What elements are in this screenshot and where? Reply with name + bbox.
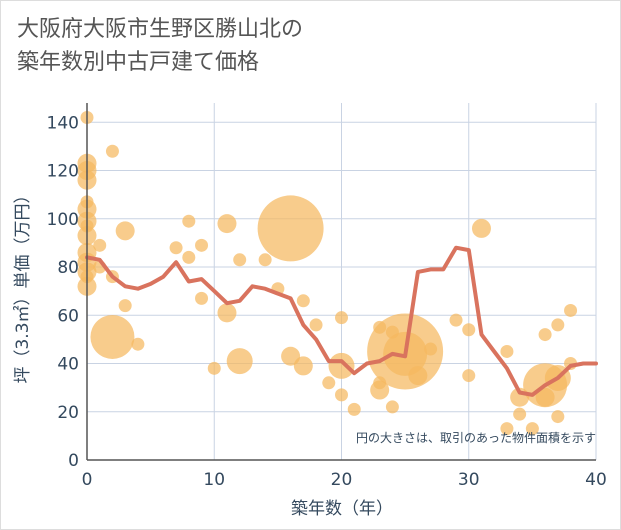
bubble-point xyxy=(424,342,438,356)
bubble-point xyxy=(370,380,390,400)
tick-labels: 0 20 40 60 80 100 120 140 0 10 20 30 40 xyxy=(47,113,607,490)
bubble-series xyxy=(77,110,578,436)
axes xyxy=(86,103,596,461)
bubble-point xyxy=(195,291,209,305)
chart-title-line1: 大阪府大阪市生野区勝山北の xyxy=(17,17,304,42)
y-tick-label: 100 xyxy=(47,210,79,230)
bubble-point xyxy=(538,328,552,342)
trend-line xyxy=(85,245,598,397)
y-tick-label: 0 xyxy=(68,451,79,471)
x-tick-label: 0 xyxy=(82,470,93,490)
bubble-point xyxy=(471,218,491,238)
bubble-point xyxy=(408,366,428,386)
x-tick-label: 20 xyxy=(331,470,353,490)
bubble-point xyxy=(525,422,539,436)
bubble-point xyxy=(335,311,348,325)
bubble-point xyxy=(564,303,578,317)
bubble-point xyxy=(182,250,196,264)
bubble-point xyxy=(385,400,399,414)
x-tick-label: 30 xyxy=(458,470,480,490)
bubble-point xyxy=(169,241,183,255)
bubble-point xyxy=(115,221,135,241)
bubble-point xyxy=(105,144,119,158)
bubble-point xyxy=(182,214,196,228)
bubble-point xyxy=(551,318,565,332)
bubble-point xyxy=(118,299,132,313)
bubble-point xyxy=(449,313,463,327)
chart-title-line2: 築年数別中古戸建て価格 xyxy=(17,50,260,75)
x-axis-label: 築年数（年） xyxy=(291,499,393,519)
bubble-point xyxy=(500,422,514,436)
bubble-point xyxy=(309,318,323,332)
bubble-point xyxy=(500,344,514,358)
bubble-point xyxy=(462,369,476,383)
bubble-point xyxy=(347,402,361,416)
y-tick-label: 60 xyxy=(57,306,79,326)
y-tick-label: 80 xyxy=(57,258,79,278)
bubble-point xyxy=(322,376,336,390)
bubble-point xyxy=(131,337,145,351)
bubble-point xyxy=(535,387,555,407)
x-tick-label: 40 xyxy=(585,470,607,490)
y-tick-label: 120 xyxy=(47,162,79,182)
bubble-size-note: 円の大きさは、取引のあった物件面積を示す xyxy=(356,430,596,445)
y-tick-label: 40 xyxy=(57,355,79,375)
bubble-point xyxy=(257,195,324,262)
bubble-point xyxy=(233,253,247,267)
chart-title: 大阪府大阪市生野区勝山北の 築年数別中古戸建て価格 xyxy=(17,13,303,79)
x-tick-label: 10 xyxy=(203,470,225,490)
bubble-point xyxy=(217,303,237,323)
bubble-point xyxy=(551,410,565,424)
bubble-point xyxy=(217,214,237,234)
bubble-point xyxy=(226,348,253,375)
bubble-point xyxy=(90,314,135,359)
y-tick-label: 20 xyxy=(57,403,79,423)
bubble-point xyxy=(513,407,527,421)
bubble-point xyxy=(207,361,221,375)
y-axis-label: 坪（3.3㎡）単価（万円） xyxy=(13,186,33,383)
bubble-point xyxy=(335,388,348,402)
bubble-point xyxy=(462,323,476,337)
bubble-point xyxy=(296,294,310,308)
bubble-point xyxy=(93,238,107,252)
bubble-point xyxy=(195,238,209,252)
bubble-point xyxy=(258,253,272,267)
y-tick-label: 140 xyxy=(47,113,79,133)
bubble-point xyxy=(328,352,355,379)
bubble-point xyxy=(293,356,313,376)
